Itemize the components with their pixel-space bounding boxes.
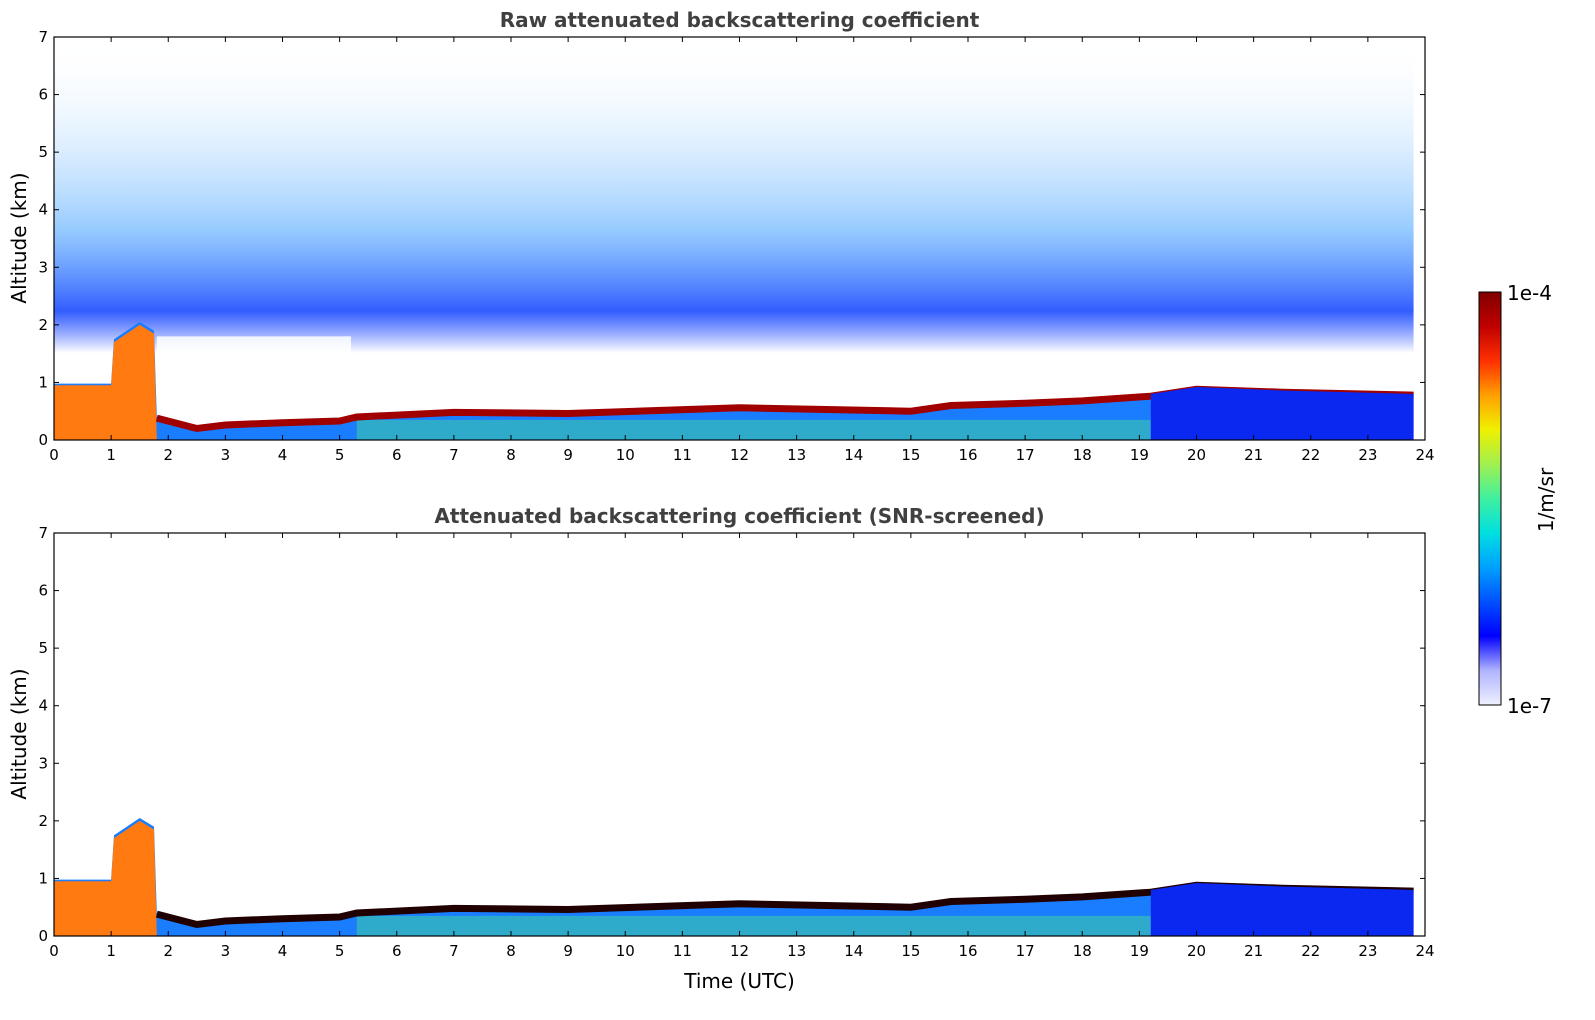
x-tick-label: 23: [1358, 942, 1377, 960]
x-tick-label: 15: [901, 942, 920, 960]
noise-fade: [54, 37, 1414, 389]
x-tick-label: 2: [163, 942, 173, 960]
x-tick-label: 19: [1130, 446, 1149, 464]
y-tick-label: 3: [38, 754, 48, 772]
y-tick-label: 0: [38, 431, 48, 449]
y-tick-label: 4: [38, 201, 48, 219]
y-tick-label: 3: [38, 258, 48, 276]
colorbar-unit-label: 1/m/sr: [1534, 467, 1558, 532]
x-tick-label: 15: [901, 446, 920, 464]
x-tick-label: 13: [787, 942, 806, 960]
x-tick-label: 6: [392, 446, 402, 464]
x-tick-label: 19: [1130, 942, 1149, 960]
x-tick-label: 24: [1415, 942, 1434, 960]
x-tick-label: 9: [563, 942, 573, 960]
x-tick-label: 24: [1415, 446, 1434, 464]
x-tick-label: 12: [730, 942, 749, 960]
y-tick-label: 4: [38, 697, 48, 715]
boundary-layer: [54, 322, 1414, 440]
y-tick-label: 5: [38, 639, 48, 657]
x-tick-label: 5: [335, 446, 345, 464]
y-tick-label: 0: [38, 927, 48, 945]
x-tick-label: 1: [106, 942, 116, 960]
night-residual-layer: [1150, 387, 1414, 440]
x-tick-label: 22: [1301, 942, 1320, 960]
y-tick-label: 7: [38, 28, 48, 46]
x-tick-label: 14: [844, 942, 863, 960]
x-tick-label: 2: [163, 446, 173, 464]
colorbar-strip: [1478, 291, 1502, 706]
y-tick-label: 1: [38, 869, 48, 887]
panel-title: Raw attenuated backscattering coefficien…: [500, 8, 980, 32]
y-tick-label: 2: [38, 812, 48, 830]
x-tick-label: 17: [1016, 446, 1035, 464]
x-tick-label: 10: [616, 446, 635, 464]
x-tick-label: 16: [958, 942, 977, 960]
colorbar: 1e-4 1e-7 1/m/sr: [1478, 281, 1558, 718]
y-tick-label: 6: [38, 86, 48, 104]
boundary-layer-body: [54, 322, 1414, 440]
y-tick-label: 6: [38, 582, 48, 600]
y-axis-label: Altitude (km): [7, 172, 31, 303]
x-tick-label: 8: [506, 446, 516, 464]
y-tick-label: 7: [38, 524, 48, 542]
x-tick-label: 23: [1358, 446, 1377, 464]
colorbar-max-label: 1e-4: [1507, 281, 1552, 305]
y-tick-label: 2: [38, 316, 48, 334]
x-tick-label: 10: [616, 942, 635, 960]
boundary-layer: [54, 818, 1414, 936]
x-tick-label: 16: [958, 446, 977, 464]
panel-title: Attenuated backscattering coefficient (S…: [434, 504, 1044, 528]
x-tick-label: 20: [1187, 446, 1206, 464]
x-tick-label: 5: [335, 942, 345, 960]
x-tick-label: 7: [449, 446, 459, 464]
plot-frame: [53, 532, 1426, 937]
x-tick-label: 18: [1073, 446, 1092, 464]
x-tick-label: 21: [1244, 446, 1263, 464]
x-tick-label: 3: [221, 942, 231, 960]
mixed-layer-band: [356, 419, 1151, 440]
x-tick-label: 11: [673, 942, 692, 960]
x-tick-label: 22: [1301, 446, 1320, 464]
x-tick-label: 1: [106, 446, 116, 464]
colorbar-min-label: 1e-7: [1507, 694, 1552, 718]
y-axis: 0 1 2 3 4 5 6 7: [38, 524, 1425, 945]
x-axis: 0 1 2 3 4 5 6 7 8 9 10 11 12 13 14 15 16 17 18 19 20 21 22 23 24: [49, 533, 1435, 960]
y-tick-label: 1: [38, 373, 48, 391]
x-tick-label: 21: [1244, 942, 1263, 960]
night-residual-layer: [1150, 883, 1414, 936]
x-axis-label: Time (UTC): [683, 969, 795, 993]
screened-backscatter-panel: Attenuated backscattering coefficient (S…: [7, 504, 1435, 993]
mixed-layer-band: [356, 915, 1151, 936]
x-tick-label: 0: [49, 942, 59, 960]
dense-aerosol-region: [54, 324, 157, 440]
x-tick-label: 17: [1016, 942, 1035, 960]
x-tick-label: 8: [506, 942, 516, 960]
dense-aerosol-region: [54, 820, 157, 936]
clear-air-gap: [156, 336, 352, 415]
x-tick-label: 11: [673, 446, 692, 464]
x-tick-label: 14: [844, 446, 863, 464]
x-axis: 0 1 2 3 4 5 6 7 8 9 10 11 12 13 14 15 16 17 18 19 20 21 22 23 24: [49, 37, 1435, 464]
y-axis: 0 1 2 3 4 5 6 7: [38, 28, 1425, 449]
x-tick-label: 0: [49, 446, 59, 464]
x-tick-label: 20: [1187, 942, 1206, 960]
x-tick-label: 6: [392, 942, 402, 960]
y-axis-label: Altitude (km): [7, 668, 31, 799]
x-tick-label: 3: [221, 446, 231, 464]
x-tick-label: 18: [1073, 942, 1092, 960]
y-tick-label: 5: [38, 143, 48, 161]
x-tick-label: 13: [787, 446, 806, 464]
heatmap-area: [54, 37, 1414, 440]
x-tick-label: 4: [278, 942, 288, 960]
heatmap-area: [54, 818, 1414, 936]
x-tick-label: 9: [563, 446, 573, 464]
x-tick-label: 12: [730, 446, 749, 464]
boundary-layer-body: [54, 818, 1414, 936]
x-tick-label: 7: [449, 942, 459, 960]
x-tick-label: 4: [278, 446, 288, 464]
raw-backscatter-panel: Raw attenuated backscattering coefficien…: [7, 8, 1435, 464]
